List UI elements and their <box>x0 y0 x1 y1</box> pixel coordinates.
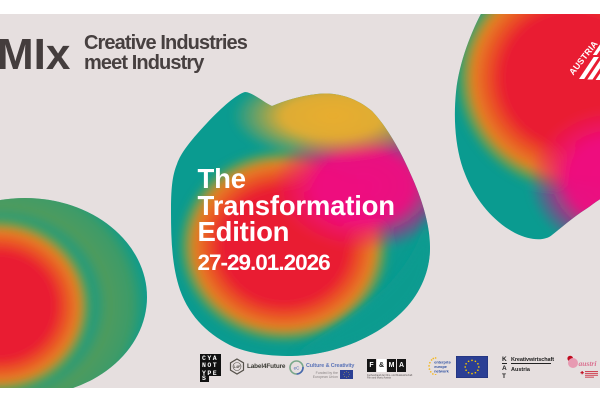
svg-text:enterprise: enterprise <box>434 361 451 365</box>
svg-text:network: network <box>434 369 449 373</box>
svg-text:L4F: L4F <box>234 365 241 369</box>
svg-text:europe: europe <box>434 365 447 369</box>
svg-text:eC: eC <box>294 366 301 371</box>
svg-text:austri: austri <box>579 359 598 368</box>
